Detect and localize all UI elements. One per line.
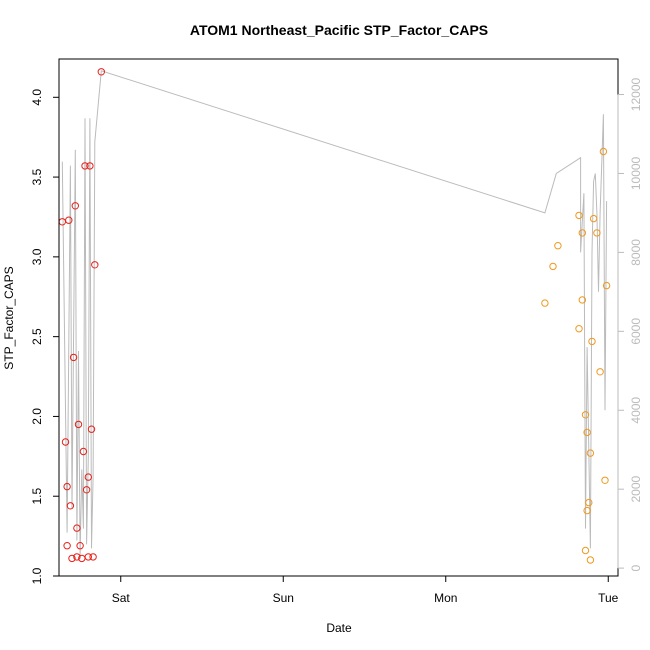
data-point xyxy=(586,556,595,564)
data-point xyxy=(91,261,99,269)
y-right-tick-label: 0 xyxy=(629,564,643,571)
y-axis-left: 1.0 1.5 2.0 2.5 3.0 3.5 4.0 xyxy=(30,89,60,584)
data-point xyxy=(65,216,73,224)
data-point xyxy=(541,299,549,307)
data-point xyxy=(599,147,608,156)
data-point xyxy=(79,447,88,456)
data-point xyxy=(74,420,83,429)
data-point xyxy=(84,553,93,561)
x-tick-label: Sat xyxy=(112,591,131,605)
data-point xyxy=(588,337,596,346)
y-right-tick-label: 4000 xyxy=(629,397,643,424)
data-point xyxy=(73,553,81,561)
data-point xyxy=(549,262,557,271)
data-point xyxy=(593,229,601,237)
y-left-tick-label: 2.5 xyxy=(30,328,44,345)
data-point xyxy=(87,425,96,433)
line-series-path xyxy=(61,70,608,557)
data-point xyxy=(81,162,89,170)
data-point xyxy=(581,546,590,555)
data-point xyxy=(82,486,91,494)
plot-frame xyxy=(58,58,619,577)
data-point xyxy=(602,281,611,290)
data-point xyxy=(578,296,586,304)
y-left-tick-label: 1.0 xyxy=(30,567,44,584)
data-point xyxy=(583,506,591,515)
y-left-tick-label: 3.0 xyxy=(30,248,44,265)
data-point xyxy=(554,242,562,250)
data-point xyxy=(586,449,595,457)
line-series-group xyxy=(61,70,608,557)
x-tick-label: Mon xyxy=(434,591,457,605)
data-point xyxy=(63,482,71,491)
data-point xyxy=(585,498,593,507)
y-right-tick-label: 8000 xyxy=(629,239,643,266)
y-left-tick-label: 2.0 xyxy=(30,408,44,425)
y-left-tick-label: 4.0 xyxy=(30,89,44,106)
x-axis: Sat Sun Mon Tue xyxy=(112,575,619,605)
scatter-series-group xyxy=(58,68,611,564)
y-right-tick-label: 6000 xyxy=(629,318,643,345)
data-point xyxy=(596,368,604,376)
data-point xyxy=(589,214,598,223)
y-left-tick-label: 1.5 xyxy=(30,488,44,505)
y-right-tick-label: 10000 xyxy=(629,156,643,190)
data-point xyxy=(73,524,81,532)
data-point xyxy=(601,476,609,484)
data-point xyxy=(68,554,76,563)
data-point xyxy=(581,411,590,419)
data-point xyxy=(575,211,583,220)
data-point xyxy=(84,473,93,481)
y-right-tick-label: 2000 xyxy=(629,476,643,503)
data-point xyxy=(71,202,80,210)
chart-title: ATOM1 Northeast_Pacific STP_Factor_CAPS xyxy=(190,22,488,38)
x-tick-label: Tue xyxy=(598,591,619,605)
data-point xyxy=(66,502,75,510)
data-point xyxy=(97,68,106,76)
data-point xyxy=(86,162,94,170)
data-point xyxy=(76,542,84,550)
data-point xyxy=(58,218,66,226)
data-point xyxy=(578,229,586,237)
y-axis-label: STP_Factor_CAPS xyxy=(2,266,16,369)
y-right-tick-label: 12000 xyxy=(629,78,643,112)
data-point xyxy=(89,553,97,561)
data-point xyxy=(61,438,70,446)
x-axis-label: Date xyxy=(326,621,352,635)
data-point xyxy=(69,353,78,362)
data-point xyxy=(575,325,583,333)
y-axis-right: 0 2000 4000 6000 8000 10000 12000 xyxy=(617,78,643,571)
data-point xyxy=(583,428,591,437)
y-left-tick-label: 3.5 xyxy=(30,168,44,185)
x-tick-label: Sun xyxy=(273,591,294,605)
data-point xyxy=(63,542,71,550)
